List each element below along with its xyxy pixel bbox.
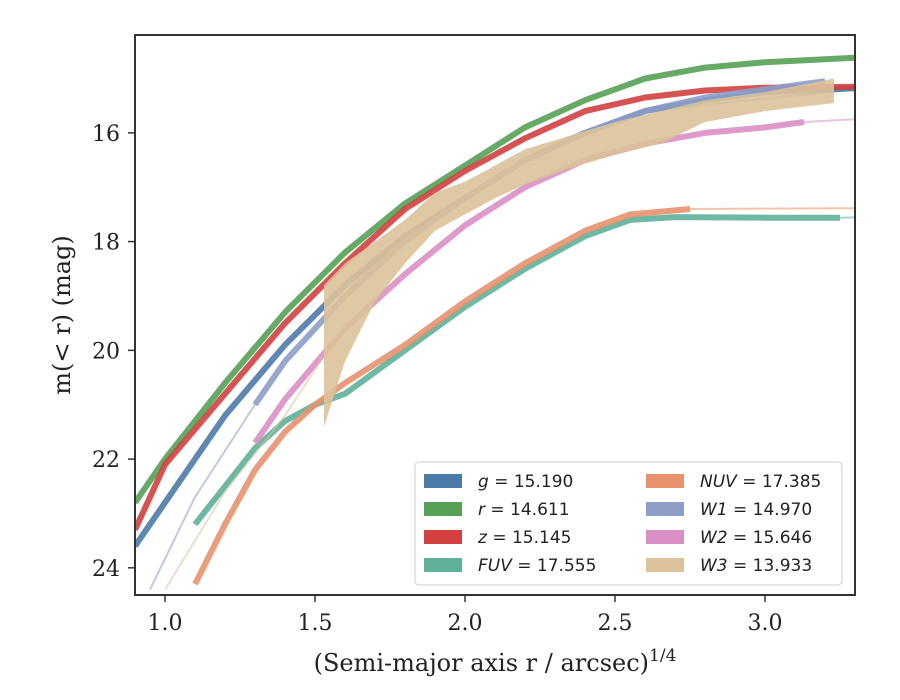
plot-frame xyxy=(134,34,856,596)
legend-swatch-w2 xyxy=(646,530,684,544)
legend-label-r: r = 14.611 xyxy=(478,500,570,520)
y-axis-label: m(< r) (mag) xyxy=(48,235,76,394)
legend-label-g: g = 15.190 xyxy=(478,472,573,492)
x-tick-label: 2.0 xyxy=(448,611,483,636)
legend-swatch-fuv xyxy=(424,558,462,572)
legend-swatch-w1 xyxy=(646,502,684,516)
series-z-line xyxy=(135,83,855,532)
legend-swatch-r xyxy=(424,502,462,516)
legend-label-w3: W3 = 13.933 xyxy=(700,556,812,576)
series-nuv-line xyxy=(192,206,691,586)
legend-swatch-g xyxy=(424,474,462,488)
x-tick-label: 1.5 xyxy=(298,611,333,636)
legend: g = 15.190 r = 14.611 z = 15.145 FUV = 17.5… xyxy=(414,461,843,586)
series-w1-extension xyxy=(149,404,256,591)
y-tick-label: 22 xyxy=(92,448,120,473)
legend-label-nuv: NUV = 17.385 xyxy=(700,472,821,492)
y-tick-label: 18 xyxy=(92,231,120,256)
x-tick-label: 1.0 xyxy=(148,611,183,636)
legend-box xyxy=(414,461,843,586)
legend-label-w2: W2 = 15.646 xyxy=(700,528,812,548)
y-tick-label: 24 xyxy=(92,557,120,582)
x-axis: 1.0 1.5 2.0 2.5 3.0 xyxy=(148,595,783,636)
y-tick-label: 16 xyxy=(92,122,120,147)
legend-swatch-nuv xyxy=(646,474,684,488)
legend-swatch-z xyxy=(424,530,462,544)
series-w3-extension xyxy=(164,355,325,591)
series-w2-extension xyxy=(803,118,855,123)
legend-label-w1: W1 = 14.970 xyxy=(700,500,812,520)
y-tick-label: 20 xyxy=(92,339,120,364)
legend-swatch-w3 xyxy=(646,558,684,572)
series-fuv-line xyxy=(192,214,840,527)
series-nuv-extension xyxy=(689,207,855,210)
x-tick-label: 3.0 xyxy=(748,611,783,636)
series-r-line xyxy=(135,54,855,505)
y-axis: 16 18 20 22 24 xyxy=(92,122,135,582)
x-tick-label: 2.5 xyxy=(598,611,633,636)
legend-label-fuv: FUV = 17.555 xyxy=(478,556,596,576)
legend-label-z: z = 15.145 xyxy=(477,528,571,548)
x-axis-label: (Semi-major axis r / arcsec)1/4 xyxy=(314,646,677,677)
series-w3-band xyxy=(324,78,834,427)
series-layer xyxy=(135,54,855,591)
